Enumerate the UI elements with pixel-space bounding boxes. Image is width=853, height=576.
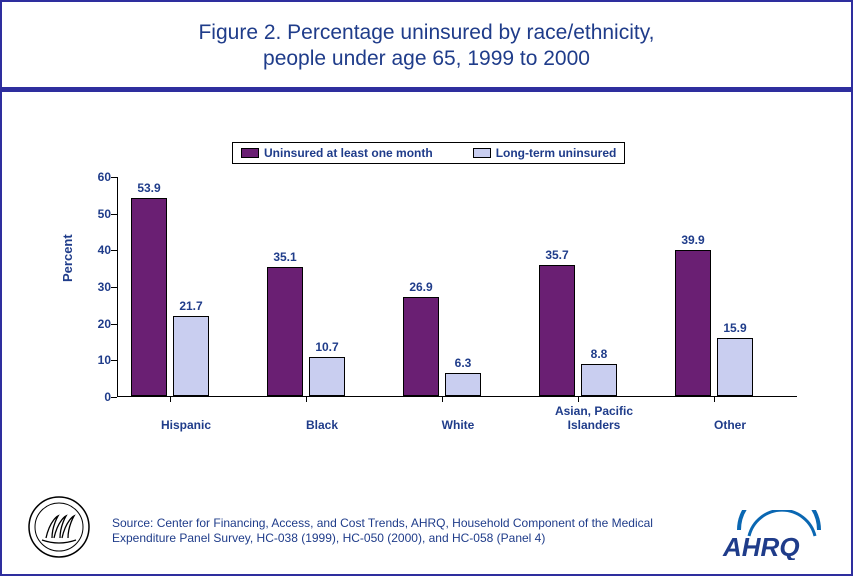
bar-value-label: 21.7 bbox=[136, 299, 246, 313]
legend-label-1: Long-term uninsured bbox=[496, 146, 617, 160]
y-tick bbox=[111, 360, 117, 361]
y-tick-label: 20 bbox=[83, 317, 111, 331]
legend-item-1: Long-term uninsured bbox=[473, 146, 617, 160]
legend-swatch-1 bbox=[473, 148, 491, 158]
bar-value-label: 8.8 bbox=[544, 347, 654, 361]
bar bbox=[267, 267, 303, 396]
bar bbox=[717, 338, 753, 396]
bar bbox=[173, 316, 209, 396]
bar bbox=[403, 297, 439, 396]
y-tick-label: 40 bbox=[83, 243, 111, 257]
title-line-1: Figure 2. Percentage uninsured by race/e… bbox=[22, 20, 831, 46]
source-line-2: Expenditure Panel Survey, HC-038 (1999),… bbox=[112, 531, 702, 546]
bar bbox=[581, 364, 617, 396]
y-axis bbox=[117, 177, 118, 397]
bar-value-label: 6.3 bbox=[408, 356, 518, 370]
x-tick bbox=[306, 397, 307, 402]
x-tick bbox=[442, 397, 443, 402]
legend-item-0: Uninsured at least one month bbox=[241, 146, 433, 160]
bar-value-label: 26.9 bbox=[366, 280, 476, 294]
figure-title: Figure 2. Percentage uninsured by race/e… bbox=[2, 2, 851, 87]
bar bbox=[131, 198, 167, 396]
title-rule bbox=[2, 87, 851, 92]
y-tick bbox=[111, 250, 117, 251]
legend-swatch-0 bbox=[241, 148, 259, 158]
chart-area: Uninsured at least one month Long-term u… bbox=[42, 132, 812, 452]
category-label: Asian, Pacific Islanders bbox=[534, 405, 654, 433]
bar-value-label: 15.9 bbox=[680, 321, 790, 335]
ahrq-logo-icon: AHRQ bbox=[719, 510, 829, 560]
y-tick bbox=[111, 287, 117, 288]
y-tick bbox=[111, 214, 117, 215]
bar bbox=[309, 357, 345, 396]
y-tick bbox=[111, 397, 117, 398]
category-label: Other bbox=[670, 419, 790, 433]
figure-frame: Figure 2. Percentage uninsured by race/e… bbox=[0, 0, 853, 576]
y-tick bbox=[111, 177, 117, 178]
y-tick-label: 10 bbox=[83, 353, 111, 367]
plot-area: 010203040506053.921.7Hispanic35.110.7Bla… bbox=[117, 177, 797, 397]
x-tick bbox=[714, 397, 715, 402]
category-label: Hispanic bbox=[126, 419, 246, 433]
y-axis-label: Percent bbox=[60, 234, 75, 282]
bar bbox=[445, 373, 481, 396]
x-tick bbox=[578, 397, 579, 402]
title-line-2: people under age 65, 1999 to 2000 bbox=[22, 46, 831, 72]
x-tick bbox=[170, 397, 171, 402]
y-tick-label: 50 bbox=[83, 207, 111, 221]
y-tick-label: 0 bbox=[83, 390, 111, 404]
legend: Uninsured at least one month Long-term u… bbox=[232, 142, 625, 164]
legend-label-0: Uninsured at least one month bbox=[264, 146, 433, 160]
bar bbox=[539, 265, 575, 396]
x-axis bbox=[117, 396, 797, 397]
y-tick-label: 30 bbox=[83, 280, 111, 294]
hhs-seal-icon bbox=[28, 496, 90, 558]
bar-value-label: 10.7 bbox=[272, 340, 382, 354]
category-label: Black bbox=[262, 419, 382, 433]
bar-value-label: 39.9 bbox=[638, 233, 748, 247]
bar-value-label: 35.1 bbox=[230, 250, 340, 264]
source-citation: Source: Center for Financing, Access, an… bbox=[112, 516, 702, 546]
bar-value-label: 35.7 bbox=[502, 248, 612, 262]
bar-value-label: 53.9 bbox=[94, 181, 204, 195]
category-label: White bbox=[398, 419, 518, 433]
y-tick bbox=[111, 324, 117, 325]
source-line-1: Source: Center for Financing, Access, an… bbox=[112, 516, 702, 531]
svg-text:AHRQ: AHRQ bbox=[722, 532, 800, 560]
